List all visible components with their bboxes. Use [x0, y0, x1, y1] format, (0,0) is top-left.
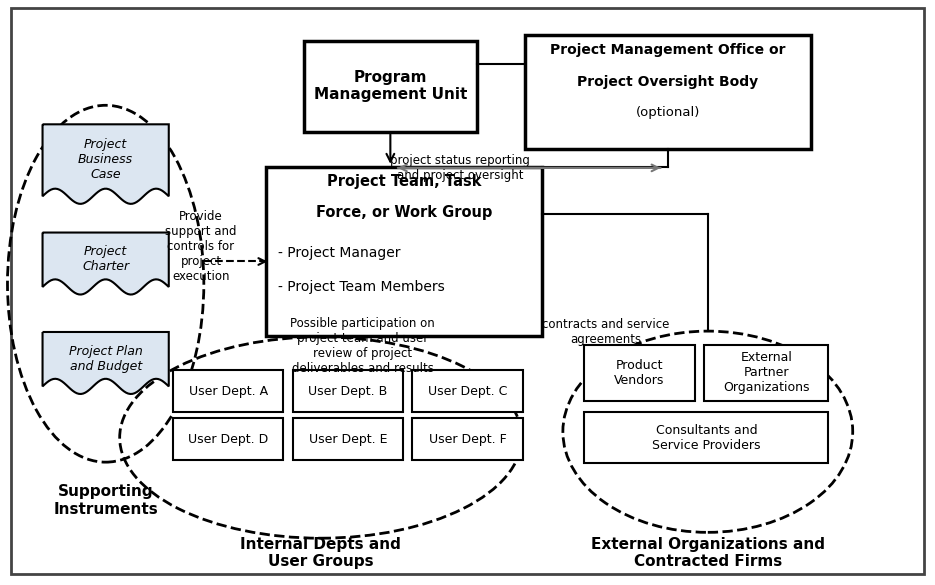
Bar [412, 370, 523, 412]
Text: Project Plan
and Budget: Project Plan and Budget [69, 345, 142, 373]
Text: Project Team, Task: Project Team, Task [327, 174, 482, 189]
Text: Project
Business
Case: Project Business Case [79, 138, 133, 181]
Text: - Project Manager: - Project Manager [278, 246, 400, 260]
Text: Product
Vendors: Product Vendors [614, 359, 665, 387]
Text: Project
Charter: Project Charter [82, 245, 129, 273]
Text: Consultants and
Service Providers: Consultants and Service Providers [652, 424, 761, 452]
PathPatch shape [43, 332, 168, 394]
Text: Project Management Office or: Project Management Office or [551, 43, 785, 57]
Text: contracts and service
agreements: contracts and service agreements [542, 318, 669, 346]
Text: Force, or Work Group: Force, or Work Group [316, 205, 493, 220]
Text: User Dept. E: User Dept. E [309, 433, 387, 446]
Bar [584, 345, 695, 401]
Bar [173, 370, 283, 412]
Bar [173, 418, 283, 460]
Text: (optional): (optional) [636, 106, 700, 119]
Text: User Dept. C: User Dept. C [428, 385, 507, 398]
PathPatch shape [43, 232, 168, 294]
Text: - Project Team Members: - Project Team Members [278, 280, 444, 294]
Bar [584, 412, 828, 463]
Text: Possible participation on
project team and user
review of project
deliverables a: Possible participation on project team a… [291, 317, 435, 376]
Bar [304, 41, 477, 132]
Bar [293, 370, 403, 412]
PathPatch shape [43, 125, 168, 204]
Bar [412, 418, 523, 460]
Text: Supporting
Instruments: Supporting Instruments [53, 484, 158, 517]
Text: Internal Depts and
User Groups: Internal Depts and User Groups [240, 537, 401, 569]
Text: Program
Management Unit: Program Management Unit [313, 70, 468, 102]
Text: User Dept. B: User Dept. B [309, 385, 387, 398]
Text: External Organizations and
Contracted Firms: External Organizations and Contracted Fi… [591, 537, 825, 569]
FancyArrowPatch shape [258, 258, 266, 265]
Text: User Dept. F: User Dept. F [428, 433, 507, 446]
Bar [525, 35, 811, 149]
Text: User Dept. A: User Dept. A [189, 385, 267, 398]
Text: Project Oversight Body: Project Oversight Body [578, 75, 758, 89]
Text: project status reporting
and project oversight: project status reporting and project ove… [390, 154, 530, 183]
Bar [704, 345, 828, 401]
Text: Provide
support and
controls for
project
execution: Provide support and controls for project… [165, 211, 237, 283]
Text: External
Partner
Organizations: External Partner Organizations [723, 352, 810, 394]
Bar [266, 167, 542, 336]
Bar [293, 418, 403, 460]
Text: User Dept. D: User Dept. D [188, 433, 268, 446]
